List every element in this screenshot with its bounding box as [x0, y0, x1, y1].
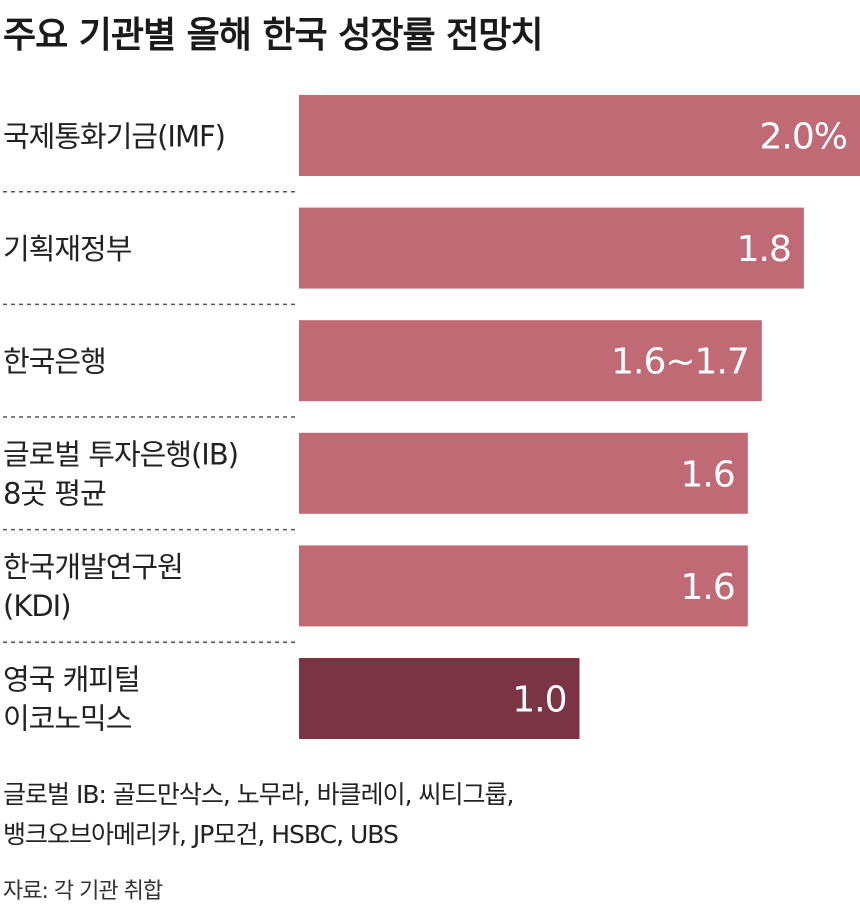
bar-value-label-2: 1.6~1.7 [611, 342, 749, 383]
category-label-3-1: 8곳 평균 [3, 476, 106, 510]
bar-value-label-4: 1.6 [681, 567, 735, 608]
category-label-5-0: 영국 캐피털 [3, 663, 140, 697]
bar-value-label-3: 1.6 [681, 454, 735, 495]
bar-3 [299, 432, 748, 514]
category-label-4-1: (KDI) [3, 589, 71, 623]
chart-title: 주요 기관별 올해 한국 성장률 전망치 [3, 15, 543, 56]
category-label-2-0: 한국은행 [3, 345, 106, 379]
category-label-4-0: 한국개발연구원 [3, 550, 183, 584]
bar-value-label-0: 2.0% [760, 117, 847, 158]
footnote-line-2: 뱅크오브아메리카, JP모건, HSBC, UBS [3, 820, 399, 849]
source-note: 자료: 각 기관 취합 [3, 879, 163, 904]
bar-1 [299, 207, 804, 289]
category-label-3-0: 글로벌 투자은행(IB) [3, 437, 238, 471]
bar-0 [299, 95, 860, 176]
category-label-1-0: 기획재정부 [3, 232, 132, 266]
bar-value-label-5: 1.0 [512, 680, 566, 721]
bar-value-label-1: 1.8 [737, 229, 791, 270]
bar-chart: 2.0% 국제통화기금(IMF) 1.8 기획재정부 1.6~1.7 한국은행 1.6 글로벌… [3, 95, 860, 739]
bar-5 [299, 658, 580, 739]
footnote-line-1: 글로벌 IB: 골드만삭스, 노무라, 바클레이, 씨티그룹, [3, 780, 514, 809]
category-label-5-1: 이코노믹스 [3, 702, 132, 736]
bar-4 [299, 545, 748, 627]
category-label-0-0: 국제통화기금(IMF) [3, 120, 225, 154]
bar-2 [299, 320, 762, 402]
